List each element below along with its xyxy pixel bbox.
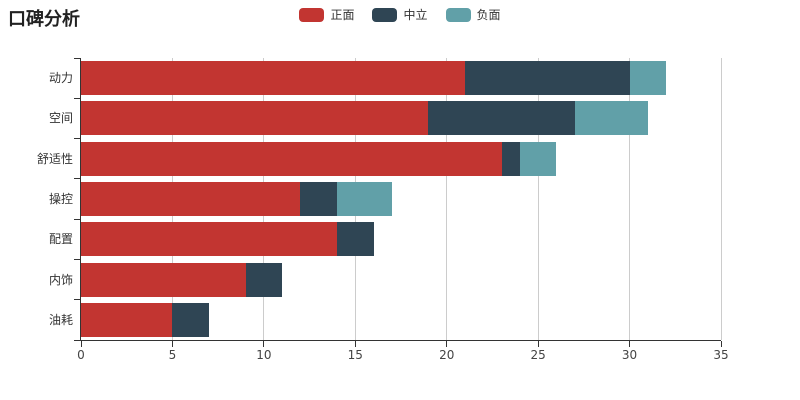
x-axis-tick bbox=[263, 341, 265, 347]
y-axis-tick bbox=[74, 97, 80, 99]
bar-row-操控 bbox=[81, 182, 392, 216]
y-axis-tick bbox=[74, 339, 80, 341]
y-axis-label-6: 内饰 bbox=[48, 272, 73, 287]
bar-segment-positive[interactable] bbox=[81, 101, 429, 136]
bar-segment-neutral[interactable] bbox=[245, 262, 283, 297]
x-axis-label-25: 25 bbox=[530, 348, 546, 362]
x-axis-tick bbox=[720, 341, 722, 347]
bar-segment-negative[interactable] bbox=[574, 101, 648, 136]
gridline-x-20 bbox=[446, 58, 448, 340]
x-axis-label-20: 20 bbox=[439, 348, 455, 362]
bar-row-空间 bbox=[81, 101, 648, 136]
gridline-x-35 bbox=[720, 58, 722, 340]
x-axis-label-30: 30 bbox=[621, 348, 638, 362]
bar-segment-neutral[interactable] bbox=[172, 302, 209, 337]
legend-swatch-positive bbox=[299, 8, 325, 22]
y-axis-label-5: 配置 bbox=[48, 232, 73, 247]
bar-row-油耗 bbox=[81, 302, 209, 337]
bar-row-动力 bbox=[81, 61, 667, 96]
y-axis-tick bbox=[74, 138, 80, 140]
legend-item-neutral[interactable]: 中立 bbox=[372, 8, 428, 22]
bar-row-舒适性 bbox=[81, 141, 557, 176]
bar-segment-positive[interactable] bbox=[81, 262, 246, 297]
bar-row-内饰 bbox=[81, 262, 283, 297]
legend-item-negative[interactable]: 负面 bbox=[445, 8, 501, 22]
bar-segment-neutral[interactable] bbox=[337, 222, 374, 257]
bar-segment-positive[interactable] bbox=[81, 302, 173, 337]
legend-label: 负面 bbox=[476, 8, 501, 22]
bar-segment-positive[interactable] bbox=[81, 61, 465, 96]
legend-label: 正面 bbox=[330, 8, 355, 22]
x-axis-tick bbox=[354, 341, 356, 347]
x-axis-label-5: 5 bbox=[168, 348, 177, 362]
y-axis-tick bbox=[74, 57, 80, 59]
bar-segment-neutral[interactable] bbox=[300, 182, 337, 216]
x-axis-tick bbox=[171, 341, 173, 347]
y-axis-label-1: 动力 bbox=[48, 71, 73, 86]
legend-swatch-neutral bbox=[372, 8, 398, 22]
bar-segment-positive[interactable] bbox=[81, 141, 502, 176]
legend-item-positive[interactable]: 正面 bbox=[299, 8, 354, 22]
y-axis-tick bbox=[74, 218, 80, 220]
legend: 正面 中立 负面 bbox=[0, 7, 800, 23]
bar-segment-neutral[interactable] bbox=[501, 141, 520, 176]
x-axis-label-35: 35 bbox=[713, 348, 729, 362]
bar-segment-neutral[interactable] bbox=[428, 101, 575, 136]
gridline-x-25 bbox=[537, 58, 539, 340]
y-axis-tick bbox=[74, 299, 80, 301]
x-axis-tick bbox=[537, 341, 539, 347]
y-axis-label-7: 油耗 bbox=[48, 312, 73, 327]
bar-row-配置 bbox=[81, 222, 374, 257]
bar-segment-negative[interactable] bbox=[336, 182, 392, 216]
x-axis-label-0: 0 bbox=[77, 348, 85, 362]
bar-segment-positive[interactable] bbox=[81, 182, 301, 216]
y-axis-tick bbox=[74, 178, 80, 180]
y-axis-label-4: 操控 bbox=[48, 192, 73, 206]
x-axis-tick bbox=[446, 341, 448, 347]
legend-label: 中立 bbox=[403, 8, 428, 22]
bar-segment-negative[interactable] bbox=[519, 141, 557, 176]
x-axis-tick bbox=[629, 341, 631, 347]
legend-swatch-negative bbox=[445, 8, 471, 22]
y-axis-label-3: 舒适性 bbox=[36, 151, 73, 166]
x-axis-label-15: 15 bbox=[347, 348, 363, 362]
gridline-x-30 bbox=[629, 58, 631, 340]
bar-segment-negative[interactable] bbox=[629, 61, 667, 96]
x-axis-tick bbox=[80, 341, 82, 347]
bar-segment-neutral[interactable] bbox=[465, 61, 630, 96]
plot-area: 0 5 10 15 20 25 30 35 动力空间舒适性操控配置内饰油耗 bbox=[37, 57, 729, 362]
y-axis-label-2: 空间 bbox=[48, 111, 73, 126]
y-axis-tick bbox=[74, 258, 80, 260]
chart-title: 口碑分析 bbox=[8, 9, 80, 30]
x-axis-label-10: 10 bbox=[256, 348, 272, 362]
bar-segment-positive[interactable] bbox=[81, 222, 337, 257]
